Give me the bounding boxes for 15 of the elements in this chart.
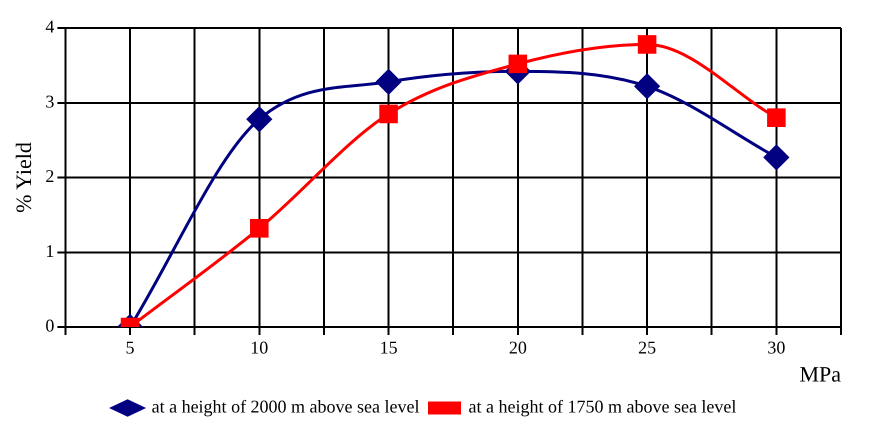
x-tick-label: 10 — [250, 338, 268, 358]
x-tick-label: 30 — [767, 338, 786, 358]
y-tick-label: 2 — [45, 166, 54, 186]
x-tick-label: 25 — [638, 338, 656, 358]
legend-label: at a height of 2000 m above sea level — [152, 396, 420, 417]
y-axis-title: % Yield — [10, 142, 36, 213]
y-tick-label: 4 — [45, 16, 54, 37]
x-axis-title: MPa — [799, 362, 842, 387]
legend-label: at a height of 1750 m above sea level — [468, 396, 736, 417]
x-tick-label: 20 — [508, 338, 527, 358]
x-tick-label: 5 — [126, 338, 135, 358]
y-tick-label: 0 — [45, 316, 54, 336]
x-tick-label: 15 — [380, 338, 398, 358]
y-tick-label: 1 — [45, 240, 54, 261]
y-tick-label: 3 — [45, 91, 54, 112]
